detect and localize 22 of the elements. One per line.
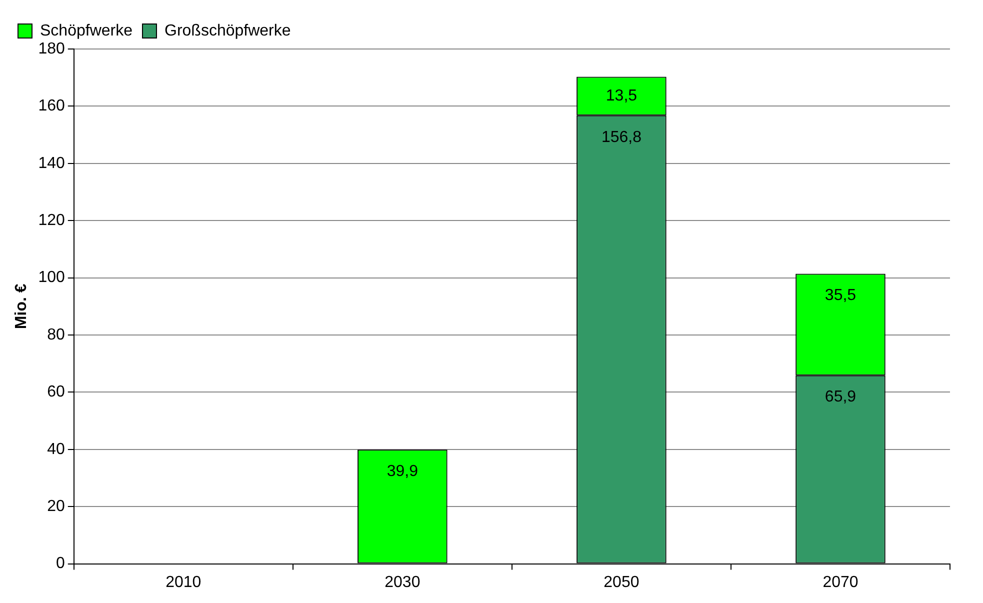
y-axis-title: Mio. €: [13, 284, 30, 330]
data-label: 13,5: [606, 87, 638, 104]
data-label: 65,9: [824, 388, 856, 406]
y-tick-label: 60: [47, 384, 65, 401]
x-tick-label: 2030: [384, 574, 420, 591]
y-tick-label: 80: [47, 326, 65, 344]
data-label: 156,8: [601, 128, 642, 146]
x-tick-label: 2050: [604, 574, 640, 591]
legend-label: Großschöpfwerke: [164, 22, 291, 40]
y-tick-label: 180: [38, 40, 65, 58]
y-tick-label: 120: [38, 212, 65, 230]
x-tick-label: 2070: [822, 574, 858, 591]
y-tick-label: 100: [38, 269, 65, 286]
y-tick-label: 140: [38, 154, 65, 172]
y-tick-label: 40: [47, 440, 65, 458]
y-tick-label: 160: [38, 98, 65, 115]
data-label: 35,5: [824, 287, 856, 304]
legend-label: Schöpfwerke: [40, 22, 133, 40]
data-label: 39,9: [386, 463, 418, 480]
y-tick-label: 20: [47, 498, 65, 516]
x-tick-label: 2010: [166, 574, 202, 591]
y-tick-label: 0: [56, 555, 65, 572]
